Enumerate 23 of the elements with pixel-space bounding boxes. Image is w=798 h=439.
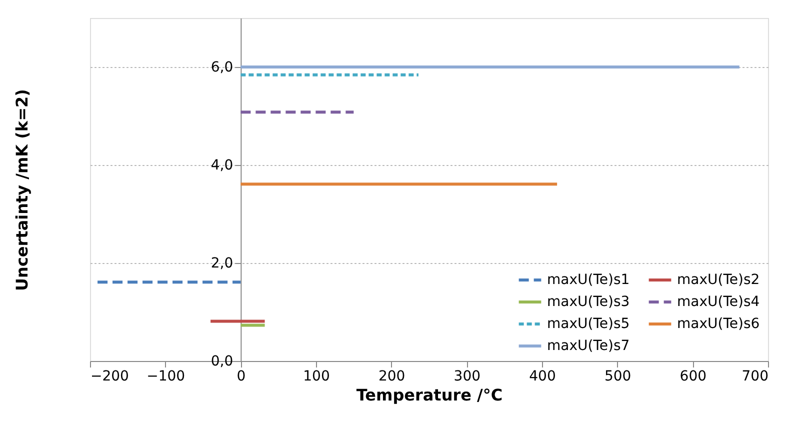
legend-label: maxU(Te)s1 bbox=[547, 272, 630, 288]
y-tick-label: 2,0 bbox=[210, 256, 234, 272]
legend-label: maxU(Te)s5 bbox=[547, 316, 630, 332]
x-tick-label: 700 bbox=[742, 368, 768, 384]
legend-label: maxU(Te)s2 bbox=[677, 272, 760, 288]
x-tick-label: 500 bbox=[604, 368, 632, 384]
y-tick-label: 0,0 bbox=[210, 354, 234, 370]
y-tick-label: 4,0 bbox=[210, 158, 234, 174]
x-tick-label: 400 bbox=[529, 368, 556, 384]
x-tick-label: −200 bbox=[90, 368, 129, 384]
x-tick-label: 600 bbox=[680, 368, 707, 384]
x-axis-title: Temperature /°C bbox=[356, 386, 503, 404]
legend-label: maxU(Te)s7 bbox=[547, 338, 630, 354]
x-tick-label: 100 bbox=[303, 368, 330, 384]
x-tick-label: −100 bbox=[146, 368, 186, 384]
legend-label: maxU(Te)s4 bbox=[677, 294, 760, 310]
legend-label: maxU(Te)s6 bbox=[677, 316, 760, 332]
y-tick-label: 6,0 bbox=[210, 60, 234, 76]
y-axis-title: Uncertainty /mK (k=2) bbox=[12, 89, 32, 291]
x-tick-label: 0 bbox=[236, 368, 246, 384]
legend-label: maxU(Te)s3 bbox=[547, 294, 630, 310]
x-tick-label: 300 bbox=[454, 368, 481, 384]
x-tick-label: 200 bbox=[378, 368, 406, 384]
